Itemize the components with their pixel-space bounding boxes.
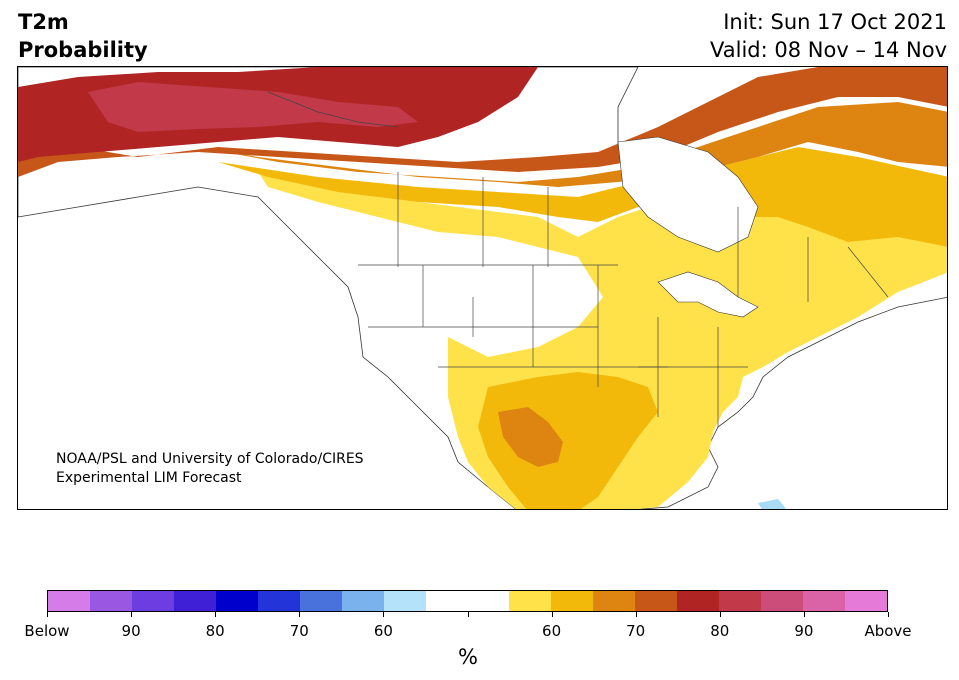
colorbar-segment [299, 591, 342, 611]
fill-above-60-65-gulf [548, 397, 638, 427]
colorbar-tick [47, 612, 48, 617]
boundary-lines [267, 91, 889, 427]
colorbar-segment [48, 591, 90, 611]
colorbar-segment [551, 591, 594, 611]
colorbar-segment [761, 591, 804, 611]
great-lakes [657, 271, 759, 318]
colorbar-segment [635, 591, 678, 611]
valid-date-range: Valid: 08 Nov – 14 Nov [710, 38, 947, 62]
title-metric: Probability [18, 38, 148, 62]
credit-text: NOAA/PSL and University of Colorado/CIRE… [56, 450, 364, 488]
colorbar-tick [803, 612, 805, 617]
colorbar-tick [719, 612, 721, 617]
colorbar-segment [803, 591, 846, 611]
colorbar-tick [131, 612, 133, 617]
colorbar-label: Above [864, 622, 912, 640]
colorbar-label: 90 [121, 622, 141, 640]
colorbar-segment [173, 591, 216, 611]
fill-above-65-70-mexico [498, 407, 563, 467]
title-variable: T2m [18, 10, 69, 34]
colorbar-label: 80 [710, 622, 730, 640]
colorbar-segment [719, 591, 762, 611]
map-canvas [18, 67, 947, 509]
credit-line-2: Experimental LIM Forecast [56, 470, 242, 486]
colorbar-unit: % [458, 645, 478, 669]
init-date: Init: Sun 17 Oct 2021 [723, 10, 947, 34]
credit-line-1: NOAA/PSL and University of Colorado/CIRE… [56, 451, 364, 467]
colorbar-label: 90 [794, 622, 814, 640]
fill-above-65-70 [198, 102, 947, 187]
probability-map: NOAA/PSL and University of Colorado/CIRE… [17, 66, 948, 510]
colorbar-segment [509, 591, 552, 611]
colorbar-tick [551, 612, 553, 617]
colorbar-segment [89, 591, 132, 611]
colorbar-label: 60 [373, 622, 393, 640]
colorbar-tick [383, 612, 385, 617]
colorbar-segment [383, 591, 426, 611]
colorbar-label: 70 [626, 622, 646, 640]
fill-above-55-60 [258, 172, 947, 509]
colorbar-segment [425, 591, 468, 611]
colorbar-tick [635, 612, 637, 617]
colorbar-segment [677, 591, 720, 611]
colorbar-label: 80 [205, 622, 225, 640]
colorbar-segment [257, 591, 300, 611]
colorbar-label: Below [24, 622, 70, 640]
colorbar-segment [341, 591, 384, 611]
fill-above-60-65 [218, 147, 947, 247]
date-block: Init: Sun 17 Oct 2021 Valid: 08 Nov – 14… [710, 8, 947, 64]
colorbar-segment [131, 591, 174, 611]
colorbar-segment [845, 591, 888, 611]
colorbar-segment [467, 591, 510, 611]
hudson-bay [617, 136, 759, 253]
colorbar-center-tick [467, 612, 469, 617]
colorbar-label: 60 [542, 622, 562, 640]
fill-above-80-85 [88, 82, 418, 132]
title-block: T2m Probability [18, 8, 148, 64]
colorbar-label: 70 [289, 622, 309, 640]
fill-below-55-60 [758, 499, 787, 509]
colorbar-tick [215, 612, 217, 617]
colorbar-segment [215, 591, 258, 611]
probability-colorbar [47, 590, 888, 612]
fill-above-70-75 [18, 67, 947, 177]
colorbar-segment [593, 591, 636, 611]
colorbar-tick [299, 612, 301, 617]
colorbar-tick [888, 612, 889, 617]
